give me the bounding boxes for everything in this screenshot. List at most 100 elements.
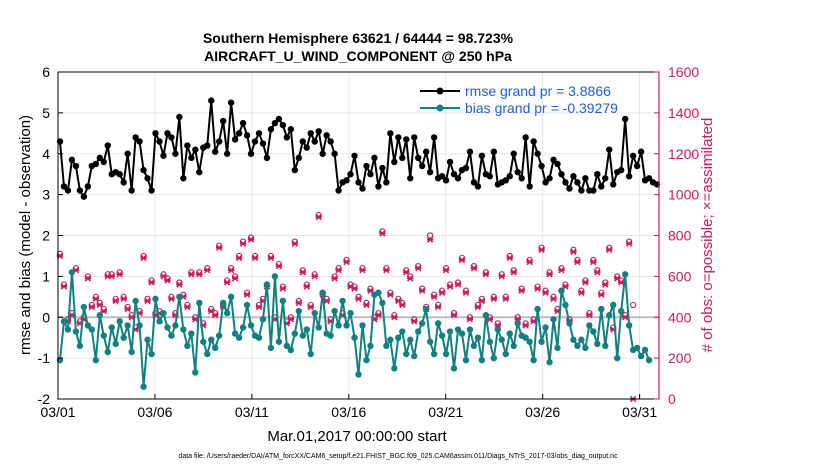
bias-point: [526, 338, 533, 345]
bias-point: [275, 338, 283, 345]
obs-assimilated-marker: [426, 236, 434, 243]
bias-point: [335, 322, 342, 329]
bias-point: [534, 305, 541, 313]
rmse-point: [411, 134, 418, 141]
x-axis-label: Mar.01,2017 00:00:00 start: [267, 428, 447, 445]
rmse-point: [363, 162, 370, 170]
obs-assimilated-marker: [335, 267, 342, 274]
y-right-tick-label: 1000: [668, 187, 699, 203]
obs-assimilated-marker: [478, 297, 486, 305]
legend: rmse grand pr = 3.8866 bias grand pr = -…: [420, 83, 618, 116]
rmse-point: [590, 187, 597, 194]
rmse-point: [299, 138, 306, 145]
bias-point: [80, 303, 88, 311]
rmse-point: [243, 132, 251, 139]
bias-point: [311, 309, 318, 317]
obs-assimilated-marker: [291, 240, 299, 247]
rmse-point: [371, 154, 378, 162]
y-left-tick-label: -2: [38, 391, 51, 407]
bias-point: [641, 346, 649, 354]
obs-assimilated-marker: [590, 258, 597, 266]
bias-point: [379, 299, 386, 307]
bias-point: [558, 287, 565, 294]
obs-assimilated-marker: [558, 267, 565, 274]
rmse-point: [64, 187, 72, 194]
bias-series: [56, 269, 653, 390]
rmse-point: [598, 183, 605, 190]
bias-point: [88, 326, 96, 333]
rmse-point: [124, 150, 131, 157]
bias-point: [582, 344, 589, 352]
obs-assimilated-marker: [323, 297, 330, 305]
rmse-point: [140, 166, 147, 174]
rmse-point: [602, 175, 609, 182]
obs-assimilated-marker: [470, 265, 478, 272]
rmse-point: [530, 138, 537, 145]
bias-point: [482, 312, 490, 319]
obs-assimilated-marker: [243, 291, 251, 298]
bias-point: [407, 336, 414, 343]
bias-point: [498, 336, 505, 343]
bias-point: [602, 342, 609, 350]
bias-point: [430, 350, 438, 358]
obs-assimilated-marker: [546, 271, 553, 278]
obs-assimilated-marker: [215, 244, 223, 251]
rmse-series: [56, 97, 661, 200]
bias-point: [562, 301, 569, 309]
rmse-point: [621, 115, 629, 123]
obs-possible-marker: [629, 301, 637, 309]
obs-assimilated-marker: [275, 262, 283, 270]
obs-assimilated-marker: [343, 258, 350, 266]
rmse-point: [522, 134, 529, 141]
rmse-point: [132, 134, 139, 141]
obs-assimilated-marker: [418, 287, 426, 294]
obs-assimilated-marker: [100, 307, 107, 315]
rmse-point: [156, 138, 163, 145]
bias-point: [614, 354, 621, 362]
bias-point: [263, 281, 271, 288]
bias-point: [434, 320, 442, 327]
bias-point: [104, 348, 111, 356]
rmse-point: [215, 138, 223, 145]
obs-assimilated-marker: [550, 295, 557, 303]
rmse-point: [415, 154, 422, 162]
bias-point: [621, 271, 629, 278]
bias-point: [120, 334, 127, 341]
bias-point: [458, 330, 466, 337]
rmse-point: [526, 183, 533, 190]
rmse-point: [430, 134, 438, 141]
bias-point: [215, 332, 223, 339]
bias-point: [367, 342, 374, 350]
rmse-point: [490, 148, 498, 155]
bias-point: [454, 326, 462, 333]
rmse-point: [470, 179, 478, 186]
obs-assimilated-marker: [331, 275, 338, 282]
bias-point: [403, 350, 410, 358]
y-right-tick-label: 600: [668, 268, 692, 284]
obs-assimilated-marker: [458, 256, 466, 264]
bias-point: [136, 322, 143, 329]
bias-point: [514, 320, 521, 327]
rmse-point: [231, 136, 239, 143]
bias-point: [343, 322, 350, 329]
rmse-point: [259, 140, 267, 147]
bias-point: [188, 330, 195, 337]
rmse-point: [570, 173, 577, 180]
rmse-point: [72, 162, 80, 170]
bias-point: [506, 330, 513, 337]
rmse-point: [251, 138, 259, 145]
rmse-point: [303, 144, 310, 151]
bias-point: [172, 322, 179, 329]
bias-point: [243, 301, 251, 309]
rmse-point: [283, 134, 291, 141]
bias-point: [347, 309, 354, 317]
bias-point: [598, 305, 605, 313]
obs-assimilated-marker: [92, 295, 100, 303]
rmse-point: [399, 154, 406, 162]
bias-point: [247, 322, 255, 329]
bias-point: [100, 332, 107, 339]
obs-assimilated-marker: [311, 273, 318, 280]
obs-assimilated-marker: [534, 285, 541, 292]
obs-assimilated-marker: [144, 297, 151, 305]
bias-point: [223, 309, 231, 317]
